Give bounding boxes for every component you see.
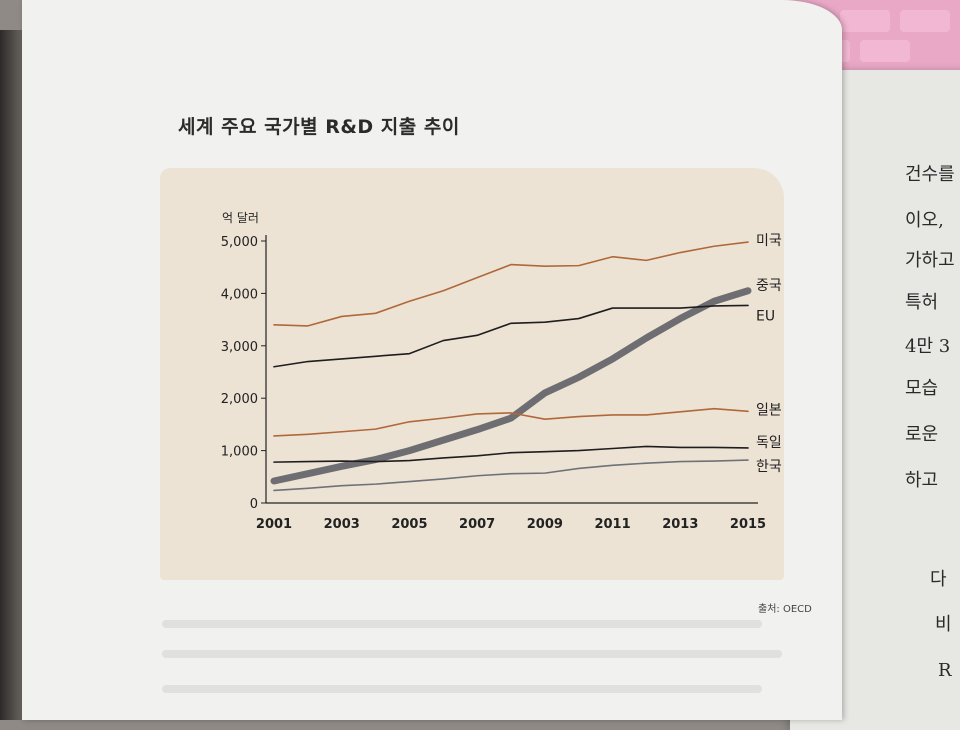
right-page-line: 가하고: [905, 250, 955, 271]
y-tick-label: 2,000: [221, 392, 258, 407]
series-label: 독일: [756, 435, 782, 451]
x-tick-label: 2005: [391, 517, 427, 532]
series-line-독일: [273, 445, 749, 463]
right-page-line: 하고: [905, 470, 939, 491]
series-label: 한국: [756, 459, 782, 475]
right-page-line: 비: [935, 614, 952, 635]
series-label: EU: [756, 308, 775, 324]
x-tick-label: 2011: [594, 517, 630, 532]
x-tick-label: 2013: [662, 517, 698, 532]
x-tick-label: 2007: [459, 517, 495, 532]
right-page-line: 4만 3: [905, 336, 951, 357]
series-line-한국: [273, 459, 749, 492]
chart-title: 세계 주요 국가별 R&D 지출 추이: [178, 116, 460, 138]
x-tick-label: 2003: [324, 517, 360, 532]
chart-panel: [160, 168, 784, 580]
y-tick-label: 3,000: [221, 340, 258, 355]
right-page-line: 모습: [905, 378, 939, 399]
series-line-미국: [273, 241, 749, 327]
series-label: 일본: [756, 402, 782, 418]
y-tick-label: 0: [250, 497, 258, 512]
right-page-line: 특허: [905, 292, 939, 313]
source-note: 출처: OECD: [758, 604, 812, 615]
right-page-line: R: [938, 660, 952, 681]
x-tick-label: 2009: [527, 517, 563, 532]
right-page-line: 로운: [905, 424, 939, 445]
y-axis-label: 억 달러: [222, 211, 259, 225]
x-tick-label: 2015: [730, 517, 766, 532]
series-label: 중국: [756, 278, 782, 294]
series-line-중국: [270, 287, 752, 485]
series-line-일본: [273, 407, 749, 437]
y-tick-label: 4,000: [221, 287, 258, 302]
series-label: 미국: [756, 233, 782, 249]
y-tick-label: 1,000: [221, 445, 258, 460]
series-line-EU: [273, 304, 749, 368]
right-page-line: 건수를: [905, 164, 955, 185]
x-tick-label: 2001: [256, 517, 292, 532]
y-tick-label: 5,000: [221, 235, 258, 250]
right-page-line: 다: [930, 569, 947, 590]
right-page-line: 이오,: [905, 210, 944, 231]
